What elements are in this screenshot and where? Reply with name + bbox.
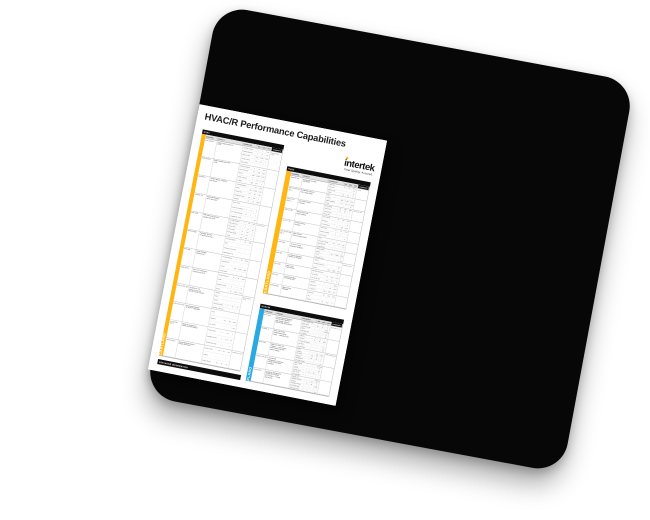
intertek-logo: intertek Total Quality. Assured. xyxy=(342,156,375,177)
comments-cell: Psychrometric rooms xyxy=(266,151,282,172)
table-rows: AHRI 1200 Commercial Refrigerated Display… xyxy=(250,312,342,397)
product-cell: Sound Rating of Outdoor Unitary Equipmen… xyxy=(174,340,205,363)
parameter-name: Fan Power xyxy=(208,323,216,326)
table-cortland-hvac-right: HVAC CORTLAND STANDARD PRODUCT PARAMETER MIN M… xyxy=(262,166,371,310)
parameter-cells: Sound Power 50 95 dB Tonality - - - Octave Bands… xyxy=(201,345,232,368)
comments-cell xyxy=(248,241,265,262)
comments-cell: Up to 20 tons xyxy=(252,223,268,244)
comments-cell xyxy=(234,314,250,335)
table-plano-refrigeration: HVAC/R PLANO STANDARD PRODUCT PARAMETER MIN MA… xyxy=(245,303,344,397)
parameter-name: IEER xyxy=(210,311,215,314)
comments-cell xyxy=(255,205,272,226)
comments-cell xyxy=(262,169,279,190)
comments-cell xyxy=(241,277,257,298)
comments-cell xyxy=(231,332,247,353)
parameter-name: Tonality xyxy=(202,353,208,356)
table-body: CORTLAND STANDARD PRODUCT PARAMETER MIN MAX UN… xyxy=(262,170,370,310)
footer-bar-label: FOR MORE INFORMATION xyxy=(158,360,188,369)
comments-cell xyxy=(333,295,348,309)
parameter-name: Temperature Rise xyxy=(205,341,216,345)
comments-cell xyxy=(245,259,261,280)
parameter-name: Input Current xyxy=(207,329,216,333)
comments-cell: Reverberant room xyxy=(227,350,243,371)
parameter-name: Leakage Current xyxy=(206,335,217,339)
parameter-name: Octave Bands xyxy=(201,359,211,363)
parameter-name: Sound Power xyxy=(203,347,213,351)
parameter-name: Capacity xyxy=(209,317,216,320)
parameter-name: ECWT xyxy=(306,298,311,301)
table-grid: STANDARD PRODUCT PARAMETER MIN MAX UNIT COMMEN… xyxy=(250,308,343,397)
comments-cell xyxy=(259,187,275,208)
intertek-logo-yellow-dot-icon xyxy=(345,156,349,160)
comments-cell: EPA ENERGY STAR xyxy=(238,296,254,317)
table-body: PLANO STANDARD PRODUCT PARAMETER MIN MAX UNIT C… xyxy=(245,307,343,397)
comments-cell xyxy=(316,380,331,396)
